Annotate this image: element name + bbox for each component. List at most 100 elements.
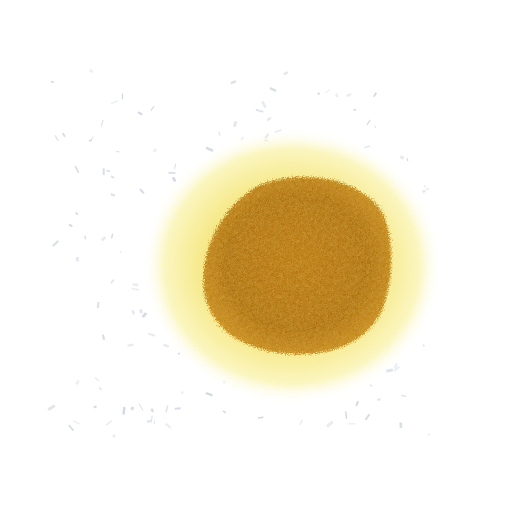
speckle [101,334,106,341]
speckle [52,240,60,247]
speckle [152,148,157,153]
speckle [353,109,357,111]
speckle [122,406,126,415]
speckle [116,150,120,153]
speckle [110,193,116,197]
speckle [54,134,59,142]
speckle [150,415,154,422]
speckle [218,131,221,136]
speckle [74,165,80,174]
speckle [132,283,139,287]
speckle [427,433,431,436]
speckle [131,310,136,315]
speckle [110,175,115,179]
speckle [261,100,267,109]
speckle [93,405,97,409]
speckle [88,68,94,74]
speckle [110,278,115,284]
speckle [355,400,360,407]
colony-core [203,176,392,355]
speckle [153,420,155,425]
speckle [393,365,400,372]
speckle [266,116,272,122]
speckle [230,80,237,85]
speckle [110,100,119,105]
speckle [50,80,54,84]
speckle [369,384,373,387]
speckle [163,343,170,348]
speckle [150,106,155,112]
speckle [150,408,155,413]
speckle [110,233,114,239]
speckle [399,155,405,160]
speckle [423,184,427,188]
speckle [283,71,289,76]
speckle [374,125,377,129]
speckle [61,132,67,138]
speckle [72,419,80,425]
speckle [90,136,94,142]
speckle [121,93,124,100]
speckle [233,120,238,128]
speckle [100,119,104,127]
speckle [257,416,264,419]
speckle [205,392,213,397]
speckle [139,188,145,194]
speckle [422,344,426,348]
speckle [83,235,87,240]
speckle [165,405,169,413]
speckle [88,139,92,142]
speckle [75,211,79,216]
speckle [102,168,105,176]
speckle [373,92,378,98]
speckle [422,189,426,194]
speckle [222,410,227,414]
speckle [325,88,330,94]
speckle [364,413,371,421]
speckle [346,93,352,98]
speckle [147,332,156,337]
speckle [400,394,407,398]
speckle [75,257,79,262]
speckle [141,312,148,319]
speckle [376,398,381,401]
speckle [130,406,135,411]
speckle [137,111,143,116]
speckle [138,403,144,411]
speckle [299,419,303,426]
speckle [174,407,181,410]
speckle [399,422,403,428]
speckle [164,422,172,429]
speckle [406,157,409,162]
speckle [96,301,100,309]
speckle [348,422,356,425]
speckle [146,419,152,423]
speckle [326,420,334,428]
speckle [366,119,371,126]
speckle [94,377,100,382]
speckle [131,287,140,292]
speckle [105,419,113,426]
speckle [334,93,339,98]
speckle [119,250,122,253]
speckle [139,309,143,314]
speckle [68,424,75,432]
speckle [100,236,107,242]
speckle [181,391,184,394]
speckle [127,343,134,347]
speckle [174,163,177,170]
speckle [168,171,176,175]
speckle [255,108,264,113]
speckle [345,411,348,419]
speckle [269,86,277,93]
speckle [68,223,73,228]
speckle [317,92,321,96]
speckle [112,434,116,438]
speckle [106,169,111,173]
speckle [47,404,56,411]
speckle [98,386,103,391]
speckle [75,379,80,386]
speckle [425,187,430,191]
